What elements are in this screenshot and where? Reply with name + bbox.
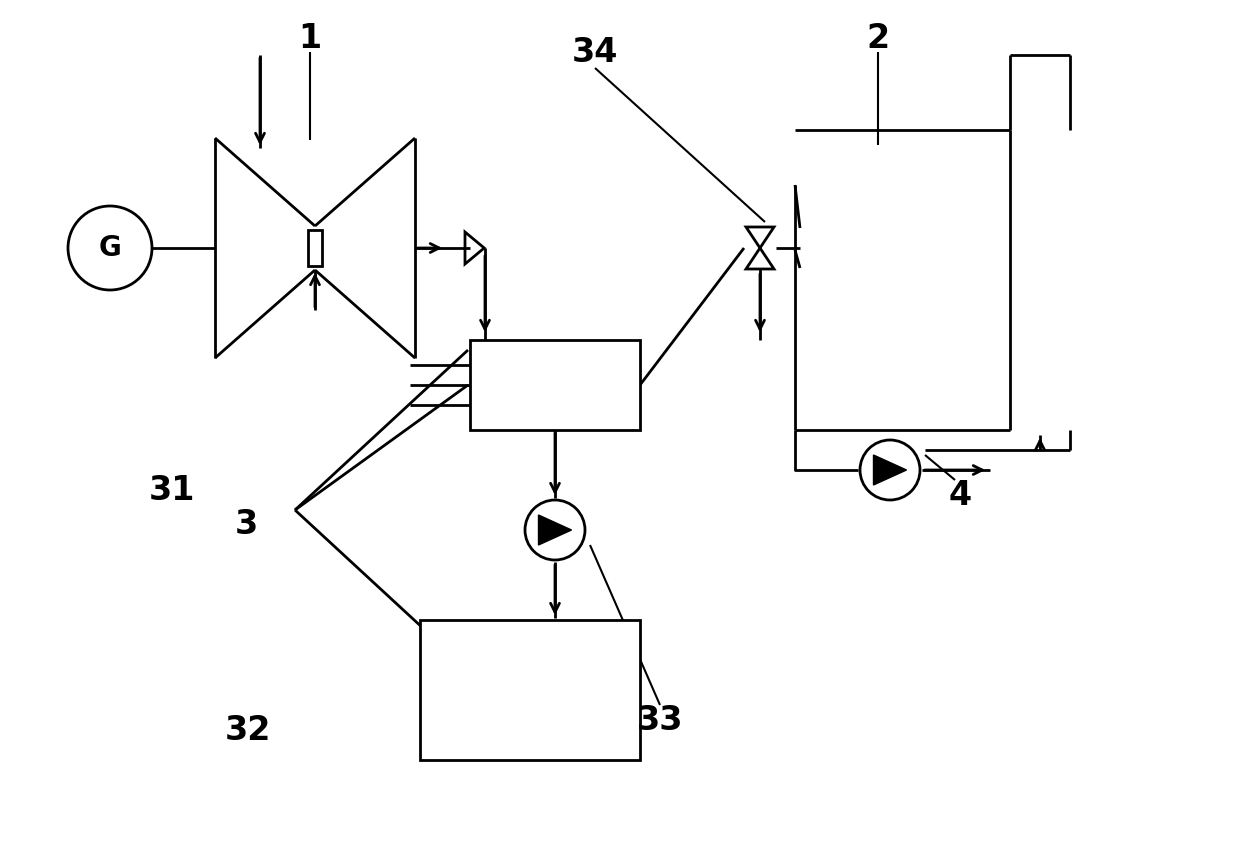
Text: 34: 34: [572, 36, 619, 69]
Text: 31: 31: [149, 474, 195, 507]
Bar: [308, 230, 322, 266]
Text: 2: 2: [867, 21, 889, 54]
Text: 33: 33: [637, 704, 683, 736]
Text: G: G: [99, 234, 122, 262]
Bar: [470, 340, 640, 430]
Text: 3: 3: [236, 509, 258, 542]
Polygon shape: [538, 515, 572, 545]
Bar: [420, 620, 640, 760]
Text: 32: 32: [224, 713, 272, 746]
Text: 1: 1: [299, 21, 321, 54]
Text: 4: 4: [949, 479, 972, 511]
Polygon shape: [873, 455, 906, 485]
